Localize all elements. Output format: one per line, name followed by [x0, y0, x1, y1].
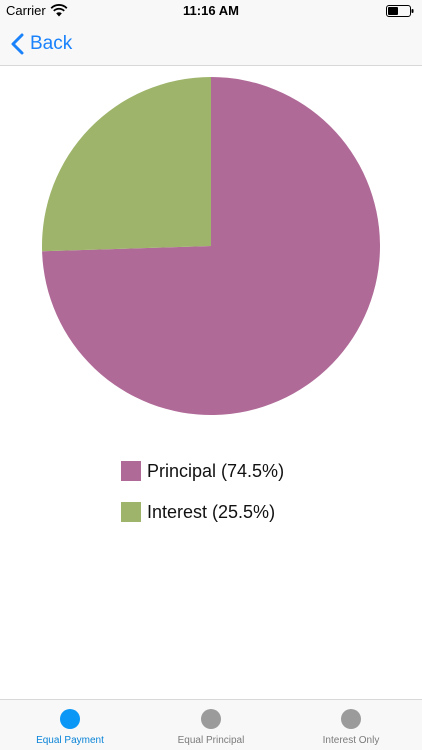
pie-slice-principal: [42, 77, 380, 415]
wifi-icon: [50, 4, 68, 17]
tab-label-equal-payment: Equal Payment: [36, 735, 104, 746]
status-bar: Carrier 11:16 AM: [0, 0, 422, 22]
tab-equal-principal[interactable]: Equal Principal: [141, 700, 281, 750]
pie-chart: [0, 66, 422, 436]
legend-label-principal: Principal (74.5%): [147, 460, 285, 481]
tab-bar: Equal Payment Equal Principal Interest O…: [0, 699, 422, 750]
legend-label-interest: Interest (25.5%): [147, 501, 276, 522]
back-label: Back: [30, 33, 73, 54]
legend-item-principal: Principal (74.5%): [121, 459, 284, 483]
pie-chart-svg: [42, 77, 380, 415]
battery-icon: [386, 5, 414, 17]
tab-equal-payment[interactable]: Equal Payment: [0, 700, 140, 750]
pie-slice-interest: [42, 77, 211, 252]
status-time: 11:16 AM: [183, 3, 239, 18]
chevron-left-icon: [11, 33, 24, 55]
circle-icon: [201, 709, 221, 729]
tab-label-equal-principal: Equal Principal: [177, 735, 245, 746]
chart-legend: Principal (74.5%) Interest (25.5%): [121, 459, 284, 541]
tab-label-interest-only: Interest Only: [322, 735, 380, 746]
circle-icon: [341, 709, 361, 729]
circle-icon: [60, 709, 80, 729]
carrier-label: Carrier: [6, 3, 46, 18]
tab-interest-only[interactable]: Interest Only: [281, 700, 421, 750]
legend-swatch-principal: [121, 461, 141, 481]
legend-swatch-interest: [121, 502, 141, 522]
navigation-bar: Back: [0, 22, 422, 66]
back-button[interactable]: Back: [10, 30, 72, 58]
legend-item-interest: Interest (25.5%): [121, 500, 284, 524]
